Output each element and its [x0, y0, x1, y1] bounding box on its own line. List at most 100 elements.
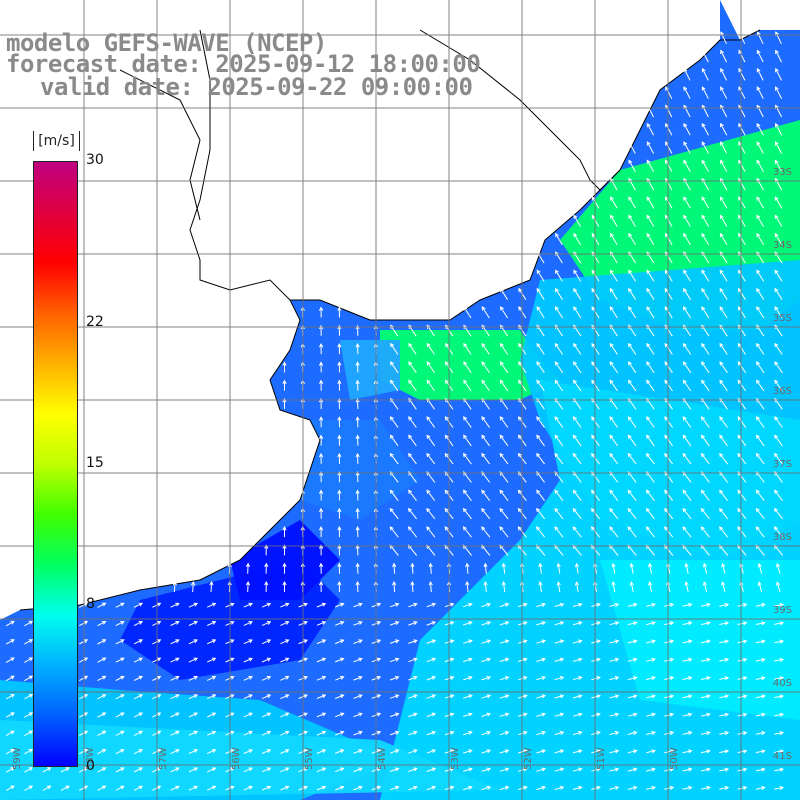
wind-arrow — [280, 621, 290, 626]
wind-arrow — [629, 562, 634, 574]
wind-arrow — [554, 379, 564, 392]
wind-arrow — [243, 767, 253, 773]
wind-arrow-shaft — [408, 768, 417, 772]
wind-arrow-shaft — [683, 105, 691, 118]
wind-arrow-shaft — [682, 603, 692, 607]
wind-arrow — [426, 694, 437, 699]
wind-arrow-shaft — [628, 343, 637, 355]
wind-arrow — [170, 712, 180, 718]
wind-arrow — [664, 694, 675, 699]
wind-arrow-head — [355, 471, 360, 476]
wind-arrow-head — [462, 452, 468, 458]
wind-arrow-shaft — [609, 343, 618, 355]
wind-arrow-shaft — [499, 526, 509, 538]
wind-arrow — [463, 657, 473, 663]
wind-arrow — [720, 86, 728, 99]
wind-arrow-head — [700, 489, 705, 494]
wind-arrow-head — [340, 602, 345, 607]
wind-arrow-shaft — [499, 544, 509, 556]
wind-arrow-shaft — [719, 768, 729, 772]
wind-arrow-shaft — [628, 141, 636, 154]
wind-arrow — [701, 306, 710, 319]
wind-arrow-shaft — [188, 639, 198, 645]
wind-arrow-shaft — [701, 141, 709, 154]
wind-arrow-shaft — [700, 622, 710, 626]
wind-arrow-head — [303, 749, 308, 754]
wind-arrow-shaft — [316, 694, 326, 699]
wind-arrow — [591, 232, 600, 246]
wind-arrow — [499, 621, 510, 626]
wind-arrow-head — [737, 507, 742, 513]
wind-arrow-shaft — [188, 785, 198, 791]
wind-arrow-shaft — [536, 621, 546, 626]
wind-arrow — [609, 287, 618, 300]
wind-arrow — [737, 361, 747, 374]
wind-arrow-head — [28, 749, 34, 753]
wind-arrow — [318, 580, 324, 593]
wind-arrow-shaft — [463, 526, 472, 538]
wind-arrow-shaft — [5, 694, 15, 700]
wind-arrow-head — [706, 657, 711, 662]
wind-arrow — [24, 639, 34, 645]
wind-arrow-shaft — [78, 675, 88, 682]
wind-arrow — [499, 676, 510, 681]
wind-arrow-shaft — [188, 657, 198, 663]
wind-arrow — [115, 767, 125, 773]
wind-arrow-head — [431, 730, 437, 735]
wind-arrow — [206, 639, 217, 645]
wind-arrow — [316, 749, 327, 754]
wind-arrow-shaft — [664, 288, 673, 300]
wind-arrow-shaft — [499, 603, 509, 608]
wind-arrow-shaft — [609, 695, 619, 699]
wind-arrow-head — [444, 434, 449, 439]
wind-arrow-head — [555, 269, 559, 274]
wind-arrow — [206, 675, 217, 681]
wind-arrow — [97, 675, 107, 682]
wind-arrow-shaft — [555, 288, 563, 300]
wind-arrow — [701, 49, 709, 63]
wind-arrow — [206, 767, 217, 773]
wind-arrow-head — [742, 785, 748, 791]
wind-arrow-shaft — [60, 767, 70, 773]
wind-arrow-shaft — [572, 658, 582, 662]
wind-arrow-shaft — [756, 86, 764, 99]
wind-arrow — [188, 767, 199, 773]
wind-arrow-head — [627, 361, 632, 366]
wind-arrow-head — [28, 675, 34, 680]
wind-arrow-shaft — [649, 563, 652, 574]
wind-arrow — [648, 581, 653, 593]
wind-arrow — [501, 580, 506, 593]
wind-arrow-head — [664, 342, 669, 348]
wind-arrow — [389, 749, 400, 754]
wind-arrow-shaft — [503, 563, 506, 574]
wind-arrow — [609, 361, 619, 374]
wind-arrow-head — [684, 562, 689, 568]
wind-arrow — [609, 767, 620, 772]
wind-arrow-head — [340, 749, 345, 754]
longitude-label: 55W — [304, 747, 315, 770]
wind-arrow-shaft — [5, 639, 15, 645]
wind-arrow-head — [321, 712, 327, 717]
wind-arrow-head — [664, 361, 669, 366]
wind-arrow-head — [573, 214, 578, 219]
wind-arrow — [572, 361, 582, 374]
wind-arrow-head — [340, 621, 345, 625]
wind-arrow-head — [230, 767, 235, 772]
wind-arrow-shaft — [665, 215, 673, 227]
wind-arrow-shaft — [646, 123, 655, 136]
wind-arrow — [756, 306, 765, 319]
wind-arrow-shaft — [426, 749, 436, 754]
wind-arrow-shaft — [280, 712, 289, 718]
wind-arrow-head — [578, 730, 583, 735]
wind-arrow-shaft — [683, 233, 691, 246]
wind-arrow-head — [120, 785, 125, 790]
wind-arrow-head — [720, 122, 724, 128]
wind-arrow-head — [321, 602, 327, 607]
wind-arrow-shaft — [572, 508, 582, 520]
wind-arrow — [627, 489, 637, 502]
wind-arrow-shaft — [683, 123, 691, 136]
wind-arrow-head — [190, 580, 196, 586]
wind-arrow — [719, 785, 730, 790]
wind-arrow — [481, 730, 492, 736]
wind-arrow-shaft — [774, 270, 783, 282]
